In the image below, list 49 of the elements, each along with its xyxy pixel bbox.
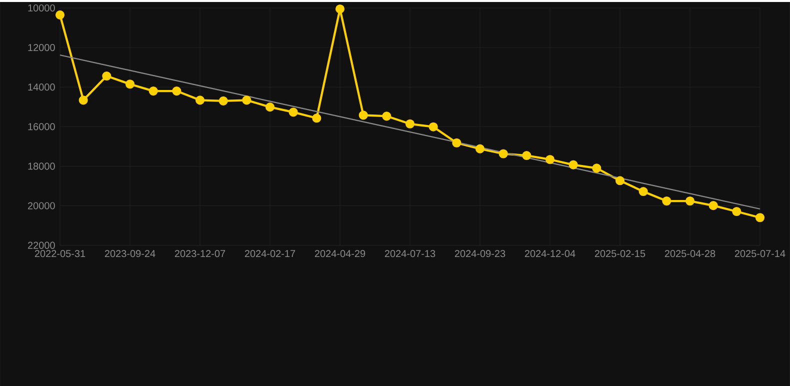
point bbox=[195, 96, 205, 105]
point bbox=[405, 119, 415, 128]
point bbox=[218, 96, 228, 106]
x-tick-label: 2023-09-24 bbox=[104, 250, 156, 258]
point bbox=[615, 176, 625, 186]
y-tick-label: 18000 bbox=[28, 162, 55, 170]
point bbox=[242, 96, 252, 105]
x-tick-label: 2024-09-23 bbox=[454, 250, 506, 258]
point bbox=[358, 110, 368, 120]
point bbox=[55, 10, 65, 20]
x-tick-label: 2025-02-15 bbox=[594, 250, 646, 258]
x-tick-label: 2024-02-17 bbox=[244, 250, 296, 258]
point bbox=[428, 122, 438, 132]
point bbox=[78, 96, 88, 105]
point bbox=[732, 206, 742, 216]
point bbox=[638, 187, 648, 196]
y-tick-label: 10000 bbox=[28, 4, 55, 12]
point bbox=[288, 108, 298, 117]
point bbox=[102, 72, 112, 81]
y-tick-label: 22000 bbox=[28, 242, 55, 249]
point bbox=[755, 213, 765, 222]
point bbox=[498, 149, 508, 158]
point bbox=[382, 112, 392, 121]
point bbox=[265, 102, 275, 112]
point bbox=[475, 144, 485, 154]
point bbox=[568, 160, 578, 170]
point bbox=[685, 196, 695, 206]
y-tick-label: 20000 bbox=[28, 202, 55, 210]
x-tick-label: 2024-04-29 bbox=[314, 250, 366, 258]
point bbox=[662, 196, 672, 206]
y-tick-label: 14000 bbox=[28, 84, 55, 91]
point bbox=[335, 4, 345, 14]
point bbox=[312, 114, 322, 123]
x-tick-label: 2024-12-04 bbox=[524, 250, 576, 258]
y-tick-label: 16000 bbox=[28, 123, 55, 130]
point bbox=[545, 154, 555, 164]
x-tick-label: 2024-07-13 bbox=[384, 250, 436, 258]
point bbox=[592, 164, 602, 173]
point bbox=[708, 201, 718, 210]
point bbox=[452, 138, 462, 148]
x-tick-label: 2025-07-14 bbox=[734, 250, 786, 258]
y-tick-label: 12000 bbox=[28, 44, 55, 52]
x-tick-label: 2022-05-31 bbox=[34, 250, 86, 258]
point bbox=[522, 151, 532, 160]
x-tick-label: 2023-12-07 bbox=[174, 250, 226, 258]
point bbox=[125, 80, 135, 89]
x-tick-label: 2025-04-28 bbox=[664, 250, 716, 258]
point bbox=[148, 86, 158, 96]
point bbox=[172, 86, 182, 96]
